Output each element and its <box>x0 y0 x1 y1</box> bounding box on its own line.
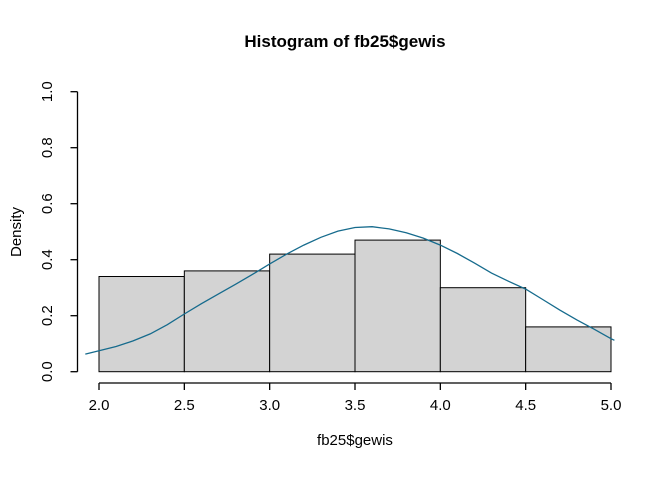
curve-group <box>85 226 615 355</box>
bars-group <box>98 239 612 373</box>
x-tick-label: 3.0 <box>259 397 280 414</box>
x-tick-label: 4.5 <box>515 397 536 414</box>
x-tick-label: 4.0 <box>430 397 451 414</box>
y-tick-label: 0.4 <box>39 249 56 270</box>
x-tick-label: 5.0 <box>601 397 622 414</box>
density-curve <box>85 226 615 355</box>
histogram-bar <box>269 253 356 373</box>
histogram-bar <box>439 287 527 373</box>
histogram-bar <box>98 276 185 373</box>
y-tick-label: 0.0 <box>39 361 56 382</box>
chart-title: Histogram of fb25$gewis <box>244 32 445 51</box>
y-tick-label: 1.0 <box>39 81 56 102</box>
histogram-bar <box>354 239 441 373</box>
x-tick-label: 3.5 <box>345 397 366 414</box>
y-axis-label: Density <box>8 206 25 257</box>
histogram-bar <box>525 326 612 373</box>
y-tick-label: 0.2 <box>39 305 56 326</box>
y-tick-label: 0.6 <box>39 193 56 214</box>
histogram-bar <box>183 270 271 373</box>
axes-group: 2.0 2.5 3.0 3.5 4.0 4.5 5.0 0.0 0.2 0.4 0.6 0.8 1.0 <box>39 81 621 414</box>
y-tick-label: 0.8 <box>39 137 56 158</box>
x-tick-label: 2.0 <box>89 397 110 414</box>
x-tick-label: 2.5 <box>174 397 195 414</box>
x-axis-label: fb25$gewis <box>317 432 393 449</box>
